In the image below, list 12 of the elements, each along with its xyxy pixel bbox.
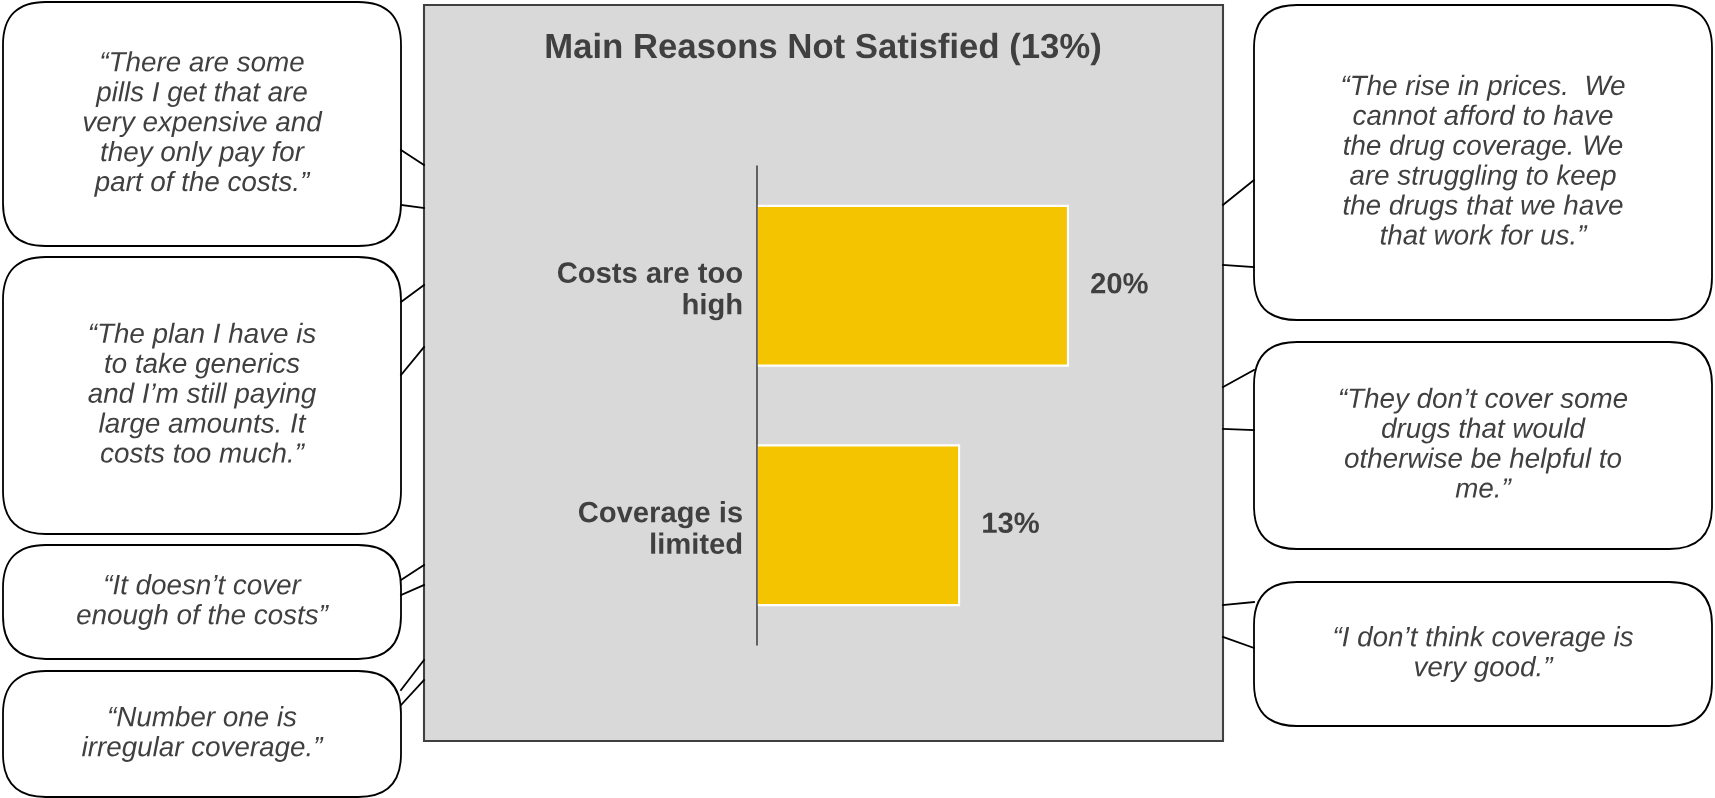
text: “Number one is irregular coverage.” [82, 706, 324, 762]
y-tick-label: Costs are too high [557, 262, 742, 321]
text: “The plan I have is to take generics and I’m still paying large amounts. It costs too much.” [88, 322, 317, 463]
data-label: 13% [983, 512, 1039, 534]
text: “There are some pills I get that are very expensive and they only pay for part of the costs.” [83, 51, 323, 197]
text: “They don’t cover some drugs that would otherwise be helpful to me.” [1339, 387, 1628, 498]
text: “It doesn’t cover enough of the costs” [77, 574, 329, 630]
text: “The rise in prices. We cannot afford to have the drug coverage. We are struggling to keep the drugs that we have that work for us.” [1342, 74, 1625, 245]
data-label: 20% [1091, 272, 1148, 294]
chart-title: Main Reasons Not Satisfied (13%) [546, 32, 1101, 66]
text: “I don’t think coverage is very good.” [1334, 626, 1633, 682]
y-tick-label: Coverage is limited [578, 501, 742, 554]
